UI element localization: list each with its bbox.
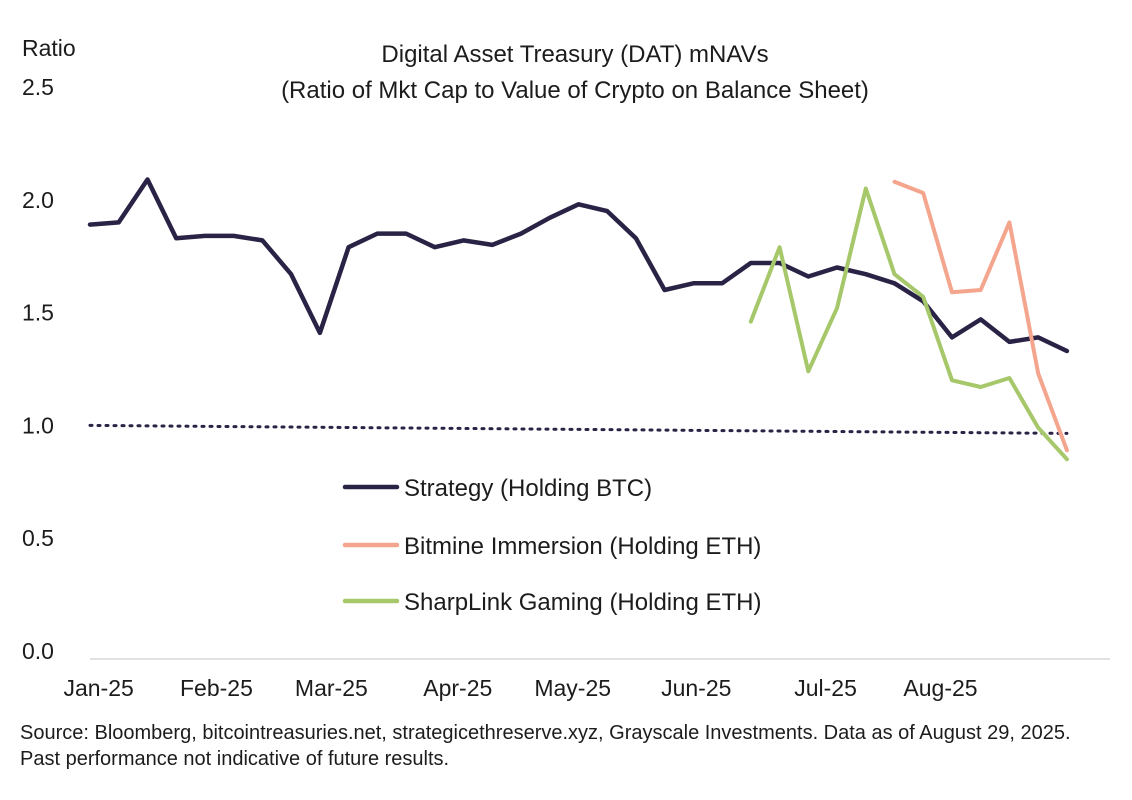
y-tick-label-0: 0.0: [22, 638, 54, 664]
series-0-point-11: [404, 232, 408, 235]
source-footnote: Source: Bloomberg, bitcointreasuries.net…: [20, 722, 1071, 770]
series-2-point-7: [950, 379, 954, 382]
y-tick-label-4: 2.0: [22, 187, 54, 213]
x-tick-label-4: May-25: [534, 675, 611, 701]
series-2-point-0: [749, 320, 752, 323]
series-2-point-5: [893, 273, 896, 276]
x-tick-label-7: Aug-25: [903, 675, 977, 701]
series-0-point-22: [720, 282, 724, 285]
series-0-point-18: [606, 209, 609, 213]
series-1-point-3: [979, 288, 982, 292]
series-0-point-8: [318, 331, 322, 335]
series-line-2: [748, 186, 1069, 462]
series-0-point-25: [807, 275, 810, 278]
series-0-point-3: [175, 237, 178, 240]
legend-label-sharplink: SharpLink Gaming (Holding ETH): [404, 589, 761, 616]
chart-title: Digital Asset Treasury (DAT) mNAVs: [381, 41, 768, 68]
series-0-point-15: [519, 232, 523, 235]
series-1-point-4: [1008, 221, 1011, 224]
y-tick-label-5: 2.5: [22, 74, 54, 100]
series-0-point-10: [376, 232, 379, 235]
series-2-point-11: [1065, 458, 1069, 461]
series-0-point-9: [347, 246, 350, 249]
series-0-point-27: [864, 273, 867, 276]
series-0-point-32: [1008, 340, 1011, 344]
x-tick-label-6: Jul-25: [794, 675, 857, 701]
series-0-point-21: [692, 282, 695, 285]
series-2-point-9: [1008, 376, 1011, 380]
series-0-point-7: [289, 273, 293, 276]
series-1-point-2: [950, 291, 954, 294]
series-0-point-19: [634, 237, 638, 240]
y-tick-label-2: 1.0: [22, 412, 54, 438]
x-tick-label-1: Feb-25: [180, 675, 253, 701]
x-tick-label-5: Jun-25: [661, 675, 731, 701]
series-0-point-20: [663, 288, 666, 292]
x-tick-label-2: Mar-25: [295, 675, 368, 701]
series-0-point-28: [893, 282, 896, 285]
y-axis-label: Ratio: [22, 35, 76, 61]
series-0-point-17: [577, 203, 580, 206]
chart-subtitle: (Ratio of Mkt Cap to Value of Crypto on …: [281, 77, 869, 104]
series-0-point-14: [491, 243, 494, 247]
series-0-point-23: [749, 261, 752, 265]
series-2-point-4: [864, 187, 867, 190]
series-0-point-4: [203, 234, 207, 238]
x-tick-label-3: Apr-25: [423, 675, 492, 701]
x-tick-label-0: Jan-25: [63, 675, 133, 701]
series-0-point-24: [778, 261, 781, 265]
series-2-point-3: [835, 306, 839, 310]
series-0-point-26: [835, 266, 839, 269]
series-1-point-6: [1065, 449, 1069, 452]
series-0-point-33: [1037, 336, 1040, 339]
series-2-point-8: [979, 385, 982, 389]
series-0-point-12: [433, 246, 436, 249]
series-0-point-16: [548, 216, 551, 219]
series-0-point-1: [117, 221, 120, 224]
series-0-point-5: [232, 234, 235, 238]
series-2-point-10: [1037, 426, 1040, 429]
series-2-point-1: [778, 246, 781, 249]
legend-label-bitmine: Bitmine Immersion (Holding ETH): [404, 533, 761, 560]
parity-reference-line: [88, 423, 1069, 435]
series-0-point-13: [462, 239, 465, 242]
series-0-point-0: [88, 223, 92, 226]
series-0-point-31: [979, 318, 982, 321]
y-tick-label-1: 0.5: [22, 525, 54, 551]
series-1-point-0: [893, 180, 896, 183]
series-line-1: [892, 179, 1069, 453]
series-0-point-34: [1065, 349, 1069, 353]
series-0-point-6: [261, 239, 264, 242]
legend-label-strategy: Strategy (Holding BTC): [404, 475, 652, 502]
series-0-point-30: [950, 336, 954, 339]
y-tick-label-3: 1.5: [22, 300, 54, 326]
series-0-point-2: [146, 178, 149, 181]
series-2-point-6: [922, 295, 925, 298]
series-1-point-1: [922, 191, 925, 195]
series-1-point-5: [1037, 372, 1040, 375]
series-2-point-2: [807, 370, 810, 373]
